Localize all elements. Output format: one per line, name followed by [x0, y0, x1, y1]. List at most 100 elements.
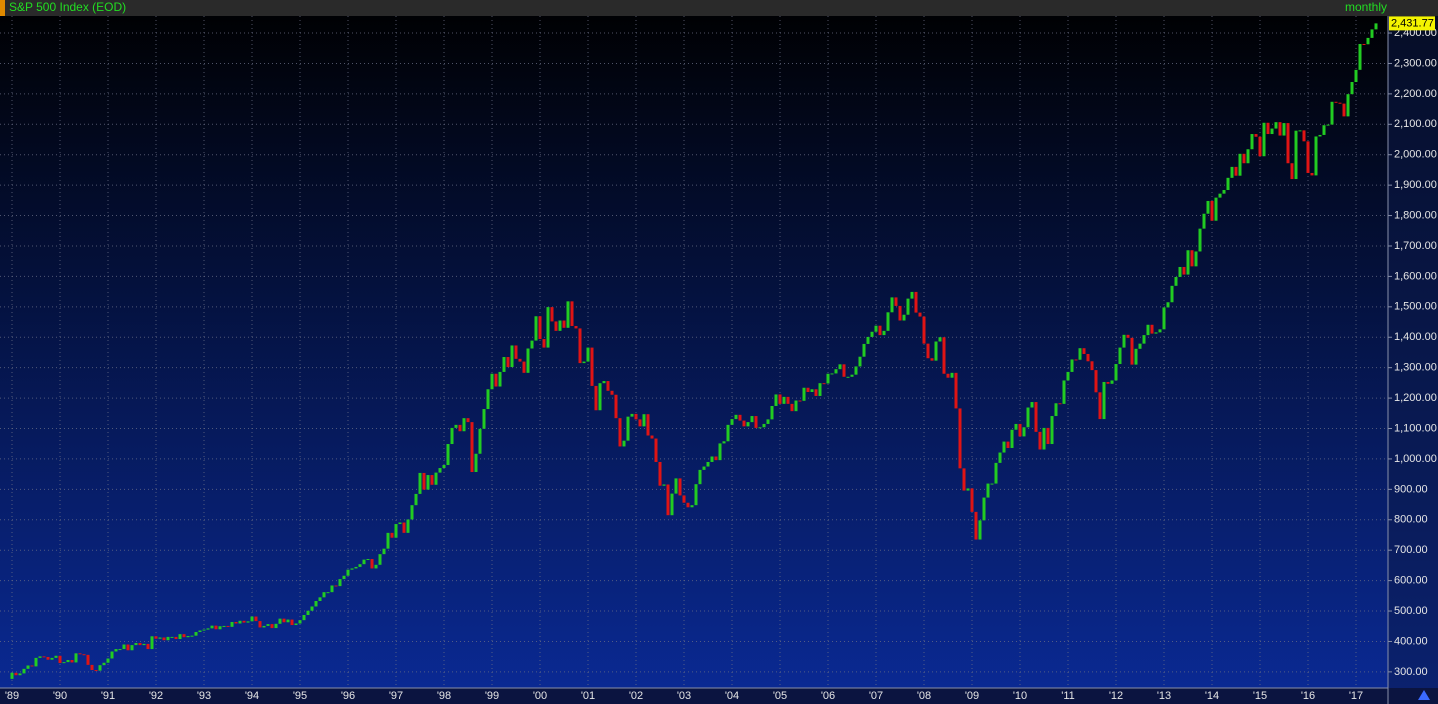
candle-body: [954, 372, 958, 409]
candle-body: [90, 664, 94, 671]
candle-body: [1370, 29, 1374, 38]
x-tick-label: '93: [197, 690, 211, 702]
candle-body: [50, 657, 54, 660]
candle-body: [378, 554, 382, 565]
candle-body: [978, 520, 982, 540]
candle-body: [894, 297, 898, 306]
candle-body: [1358, 43, 1362, 70]
candle-body: [1294, 130, 1298, 180]
candle-body: [66, 660, 70, 663]
candle-body: [390, 532, 394, 538]
y-tick-label: 2,000.00: [1394, 149, 1437, 161]
candle-body: [942, 337, 946, 374]
candle-body: [1238, 153, 1242, 176]
candle-body: [610, 390, 614, 395]
candle-body: [146, 643, 150, 650]
candle-body: [1142, 335, 1146, 344]
candle-body: [878, 325, 882, 336]
candle-body: [1010, 429, 1014, 448]
candle-body: [590, 347, 594, 386]
x-tick-label: '00: [533, 690, 547, 702]
candle-body: [410, 505, 414, 520]
candle-body: [570, 301, 574, 326]
candle-body: [866, 336, 870, 344]
candle-body: [214, 625, 218, 630]
candle-body: [254, 616, 258, 622]
candle-body: [1178, 266, 1182, 278]
candle-body: [1030, 402, 1034, 408]
candle-body: [642, 414, 646, 427]
candle-body: [762, 423, 766, 428]
candle-body: [1070, 359, 1074, 372]
candle-body: [1146, 324, 1150, 336]
candle-body: [542, 339, 546, 348]
candle-body: [674, 478, 678, 494]
candle-body: [906, 298, 910, 315]
candle-body: [86, 654, 90, 665]
candle-body: [362, 559, 366, 565]
candle-body: [1254, 134, 1258, 137]
candle-body: [1138, 343, 1142, 349]
candle-body: [686, 502, 690, 508]
candle-body: [1278, 122, 1282, 136]
candle-body: [162, 637, 166, 641]
candle-body: [1266, 122, 1270, 135]
candle-body: [898, 305, 902, 321]
candle-body: [1150, 324, 1154, 334]
candle-body: [786, 396, 790, 404]
candle-body: [666, 484, 670, 516]
candle-body: [382, 548, 386, 555]
candle-body: [258, 621, 262, 628]
candle-body: [426, 475, 430, 490]
candle-body: [1234, 166, 1238, 176]
candle-body: [250, 616, 254, 622]
scroll-icon[interactable]: [1418, 690, 1430, 700]
candle-body: [1198, 228, 1202, 252]
candle-body: [694, 484, 698, 506]
candle-body: [538, 316, 542, 340]
candle-body: [234, 621, 238, 624]
x-tick-label: '01: [581, 690, 595, 702]
candle-body: [630, 413, 634, 417]
candle-body: [494, 373, 498, 387]
candle-body: [262, 625, 266, 628]
candle-body: [846, 376, 850, 378]
candle-body: [182, 634, 186, 638]
candle-body: [502, 357, 506, 372]
y-tick-label: 300.00: [1394, 666, 1428, 678]
candle-body: [438, 468, 442, 473]
candle-body: [1286, 123, 1290, 164]
x-tick-label: '16: [1301, 690, 1315, 702]
candle-body: [106, 658, 110, 663]
candle-body: [1170, 285, 1174, 303]
x-tick-label: '99: [485, 690, 499, 702]
candle-body: [158, 637, 162, 639]
candle-body: [658, 461, 662, 486]
candle-body: [46, 656, 50, 660]
candle-body: [562, 320, 566, 328]
candle-body: [1366, 37, 1370, 45]
candle-body: [110, 651, 114, 659]
candle-body: [1122, 334, 1126, 348]
last-price-box: [1389, 16, 1435, 31]
last-price-label: 2,431.77: [1391, 17, 1434, 29]
x-tick-label: '05: [773, 690, 787, 702]
candle-body: [34, 657, 38, 667]
candle-body: [470, 422, 474, 473]
candle-body: [870, 331, 874, 337]
candle-body: [398, 522, 402, 525]
candle-body: [982, 497, 986, 521]
candle-body: [94, 670, 98, 672]
candle-body: [1190, 250, 1194, 267]
candle-body: [1242, 153, 1246, 164]
candle-body: [1338, 102, 1342, 104]
candle-body: [614, 394, 618, 419]
candle-body: [858, 356, 862, 367]
x-tick-label: '12: [1109, 690, 1123, 702]
candle-body: [22, 668, 26, 674]
candle-body: [394, 524, 398, 538]
candle-body: [566, 301, 570, 328]
candle-body: [818, 383, 822, 396]
candle-body: [550, 307, 554, 322]
candle-body: [150, 636, 154, 650]
